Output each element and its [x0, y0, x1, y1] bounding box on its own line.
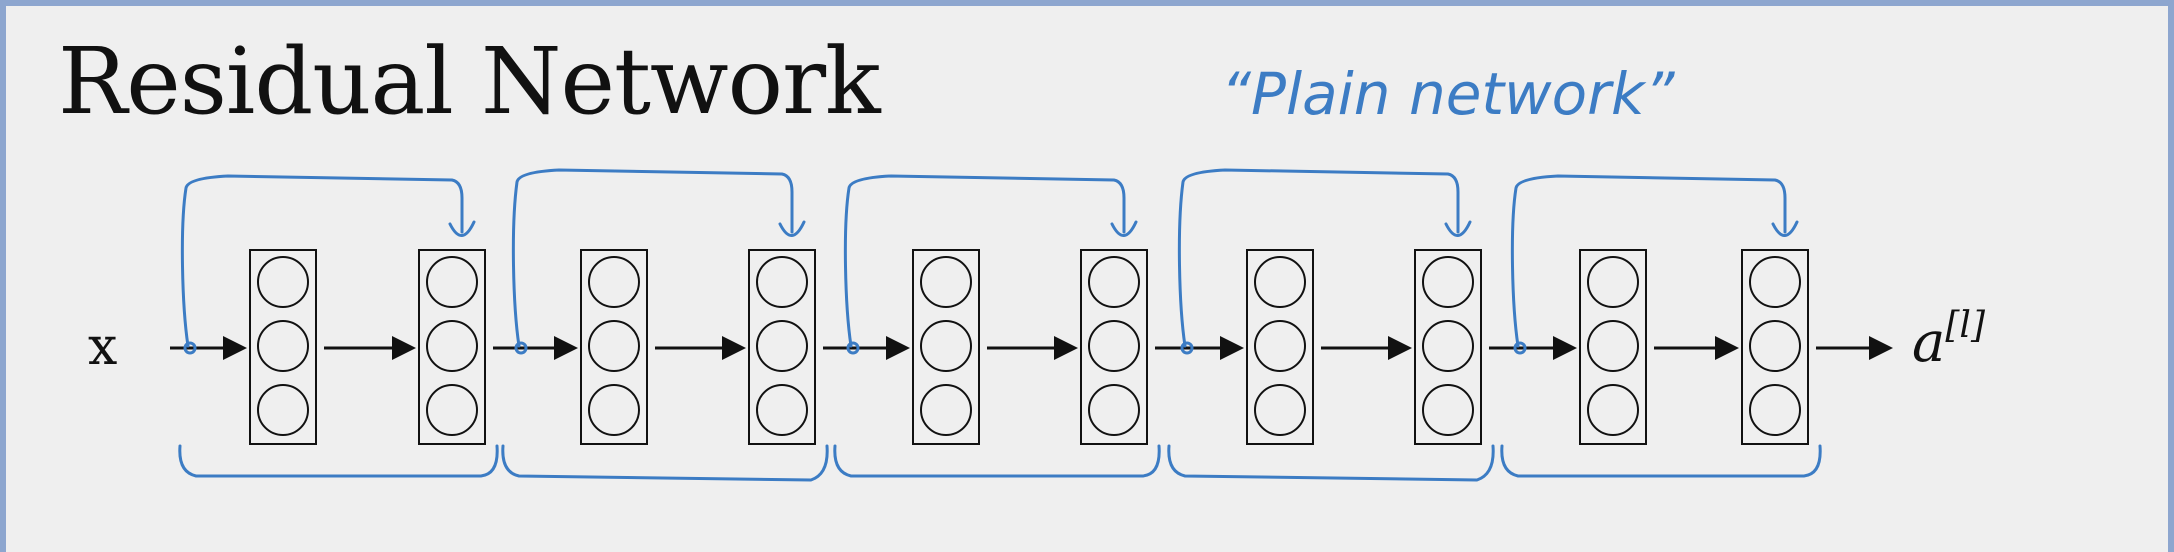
neuron: [1088, 320, 1140, 372]
neuron: [1422, 384, 1474, 436]
layer-box: [418, 249, 486, 445]
skip-junction: [1513, 341, 1527, 355]
layers-group: [249, 249, 1809, 445]
neuron: [257, 384, 309, 436]
neuron: [1088, 256, 1140, 308]
neuron: [1254, 320, 1306, 372]
skip-connection: [1177, 168, 1460, 348]
layer-box: [1741, 249, 1809, 445]
layer-box: [1414, 249, 1482, 445]
skip-arrowhead: [1110, 220, 1138, 237]
skip-arrowhead: [778, 220, 806, 237]
layer-box: [748, 249, 816, 445]
layer-box: [249, 249, 317, 445]
skip-connection: [180, 174, 464, 348]
block-bracket: [1167, 444, 1495, 482]
layer-box: [1246, 249, 1314, 445]
neuron: [257, 320, 309, 372]
skip-junction: [514, 341, 528, 355]
output-label-base: a: [1912, 310, 1945, 375]
neuron: [588, 256, 640, 308]
neuron: [756, 320, 808, 372]
layer-box: [1080, 249, 1148, 445]
neuron: [588, 384, 640, 436]
neuron: [1088, 384, 1140, 436]
skip-connection: [511, 168, 794, 348]
slide: Residual Network “Plain network” x a[l]: [6, 6, 2168, 552]
skip-arrowhead: [1444, 220, 1472, 237]
input-label-x: x: [88, 317, 117, 377]
output-label-superscript: [l]: [1945, 305, 1986, 346]
neuron: [920, 384, 972, 436]
skip-connection: [843, 174, 1126, 348]
neuron: [1587, 256, 1639, 308]
skip-arrowhead: [448, 220, 476, 237]
neuron: [588, 320, 640, 372]
neuron: [1422, 256, 1474, 308]
neuron: [1587, 320, 1639, 372]
block-bracket: [178, 444, 499, 478]
neuron: [426, 320, 478, 372]
neuron: [1749, 256, 1801, 308]
neuron: [257, 256, 309, 308]
neuron: [756, 256, 808, 308]
skip-junction: [846, 341, 860, 355]
output-label: a[l]: [1912, 305, 1986, 375]
skip-junction: [1180, 341, 1194, 355]
neuron: [426, 384, 478, 436]
neuron: [756, 384, 808, 436]
plain-network-annotation: “Plain network”: [1221, 60, 1676, 128]
skip-connections-group: [180, 168, 1799, 355]
layer-box: [912, 249, 980, 445]
neuron: [1422, 320, 1474, 372]
neuron: [1254, 256, 1306, 308]
slide-title: Residual Network: [58, 28, 881, 135]
skip-arrowhead: [1771, 220, 1799, 237]
block-bracket: [1500, 444, 1822, 478]
neuron: [920, 256, 972, 308]
layer-box: [1579, 249, 1647, 445]
neuron: [1749, 320, 1801, 372]
neuron: [920, 320, 972, 372]
block-brackets-group: [178, 444, 1822, 482]
residual-network-diagram: “Plain network” x a[l]: [88, 60, 1986, 482]
neuron: [1587, 384, 1639, 436]
skip-connection: [1510, 174, 1787, 348]
block-bracket: [833, 444, 1161, 478]
neuron: [1749, 384, 1801, 436]
neuron: [1254, 384, 1306, 436]
skip-junction: [183, 341, 197, 355]
block-bracket: [501, 444, 829, 482]
layer-box: [580, 249, 648, 445]
neuron: [426, 256, 478, 308]
